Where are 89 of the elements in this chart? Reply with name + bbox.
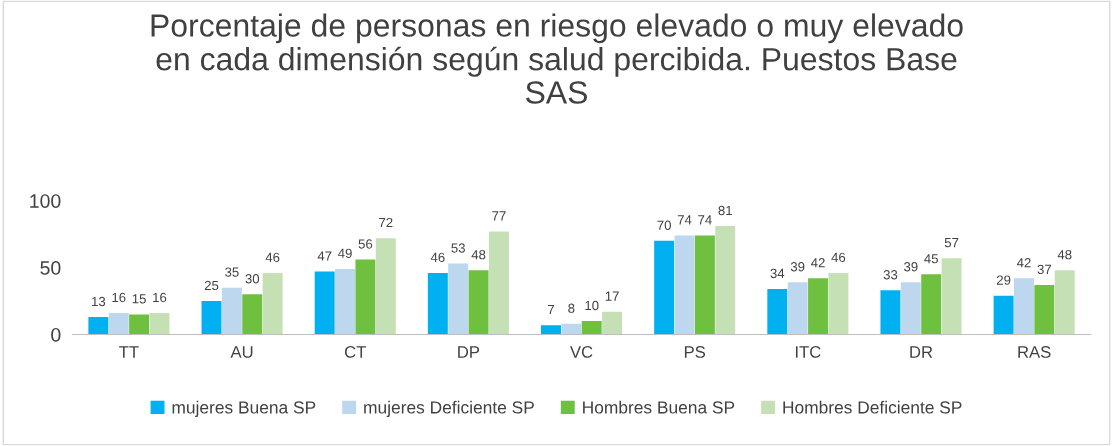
- data-label: 56: [358, 239, 373, 249]
- bar: [561, 323, 582, 335]
- bar: [468, 270, 489, 335]
- bar: [602, 311, 623, 335]
- data-label: 81: [718, 205, 732, 216]
- legend-label: mujeres Deficiente SP: [364, 400, 534, 417]
- bar: [355, 259, 376, 335]
- x-tick-label: DP: [458, 346, 480, 358]
- data-label: 48: [1057, 249, 1072, 260]
- data-label: 13: [92, 296, 106, 307]
- data-label: 37: [1037, 264, 1052, 275]
- bar: [880, 290, 901, 335]
- data-label: 48: [471, 249, 486, 260]
- bar: [541, 325, 561, 335]
- data-label: 8: [568, 303, 575, 313]
- bar: [674, 235, 695, 335]
- data-label: 46: [430, 252, 445, 263]
- data-label: 74: [677, 215, 692, 225]
- bar: [654, 240, 675, 335]
- bar: [1014, 278, 1034, 335]
- bar: [941, 258, 962, 335]
- y-tick-label: 50: [40, 261, 61, 275]
- data-label: 46: [831, 252, 846, 263]
- x-tick-label: RAS: [1018, 346, 1051, 358]
- data-label: 29: [996, 275, 1011, 285]
- data-label: 42: [1016, 258, 1031, 268]
- x-tick-label: VC: [570, 346, 593, 358]
- bar: [108, 313, 129, 335]
- x-tick-label: CT: [344, 346, 366, 358]
- x-tick-label: DR: [910, 346, 933, 358]
- bar: [201, 301, 222, 335]
- data-label: 33: [883, 270, 898, 280]
- bar: [335, 268, 356, 335]
- data-label: 7: [548, 304, 554, 315]
- bar: [767, 289, 788, 335]
- bar: [129, 314, 150, 335]
- data-label: 72: [379, 217, 393, 228]
- bar: [900, 282, 921, 335]
- data-label: 17: [605, 291, 619, 301]
- data-label: 34: [770, 268, 785, 279]
- legend-label: mujeres Buena SP: [172, 400, 316, 417]
- bar: [921, 274, 942, 335]
- data-label: 25: [204, 280, 219, 291]
- data-label: 15: [132, 294, 146, 304]
- data-label: 10: [585, 300, 599, 311]
- bar: [221, 287, 242, 335]
- data-label: 42: [811, 258, 825, 268]
- bar: [1054, 270, 1075, 335]
- data-label: 39: [790, 262, 805, 272]
- bar: [1034, 284, 1055, 335]
- bar: [314, 271, 335, 335]
- bar: [694, 235, 715, 335]
- x-tick-label: ITC: [795, 346, 821, 358]
- legend-label: Hombres Buena SP: [583, 400, 735, 414]
- data-label: 45: [924, 254, 938, 264]
- bar: [448, 263, 469, 335]
- bar: [88, 317, 109, 335]
- bar: [149, 313, 170, 335]
- data-label: 47: [317, 251, 332, 261]
- bar: [375, 238, 396, 335]
- data-label: 70: [657, 220, 671, 230]
- y-tick-label: 0: [51, 327, 61, 342]
- data-label: 57: [944, 238, 959, 248]
- bar: [581, 321, 602, 335]
- data-label: 35: [225, 267, 239, 277]
- data-label: 49: [338, 248, 352, 258]
- bar: [993, 295, 1014, 335]
- bar: [787, 282, 808, 335]
- bar: [242, 294, 263, 335]
- data-label: 53: [451, 243, 465, 253]
- bar: [715, 226, 736, 335]
- data-label: 39: [903, 262, 918, 272]
- x-tick-label: TT: [119, 346, 139, 358]
- data-label: 77: [492, 211, 506, 221]
- data-label: 46: [265, 252, 280, 263]
- x-tick-label: PS: [684, 346, 706, 358]
- bar: [828, 272, 849, 335]
- bar: [427, 272, 448, 335]
- x-tick-label: AU: [230, 346, 253, 358]
- chart-title: Porcentaje de personas en riesgo elevado o muy elevado en cada dimensión según salud percibida. Puestos Base SAS: [151, 13, 963, 104]
- data-label: 74: [698, 215, 712, 225]
- data-label: 30: [245, 274, 260, 284]
- bar: [262, 272, 283, 335]
- y-tick-label: 100: [30, 194, 61, 208]
- bar: [808, 278, 829, 335]
- legend-label: Hombres Deficiente SP: [783, 400, 962, 414]
- data-label: 16: [153, 292, 167, 303]
- bar: [488, 231, 509, 335]
- data-label: 16: [112, 292, 126, 303]
